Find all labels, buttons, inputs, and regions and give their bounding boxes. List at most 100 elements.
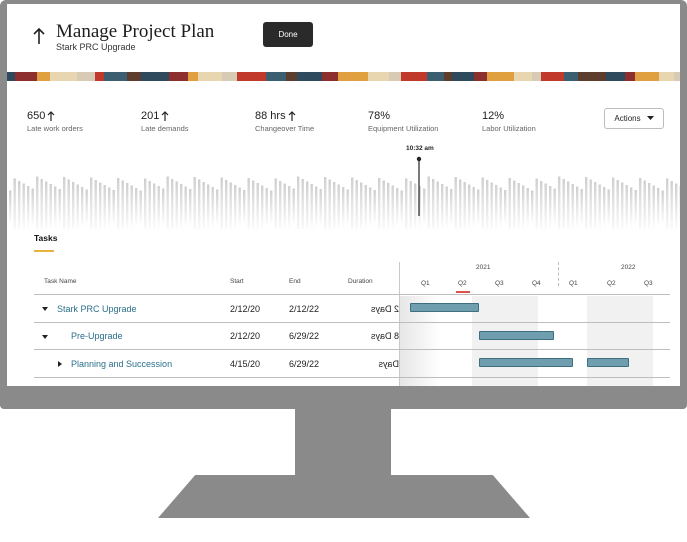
- timeline-bar: [580, 189, 583, 226]
- task-start: 2/12/20: [230, 304, 261, 314]
- timeline-bar: [513, 180, 516, 229]
- caret-down-icon[interactable]: [42, 306, 48, 312]
- quarter-label: Q3: [495, 280, 504, 287]
- actions-dropdown-button[interactable]: Actions: [604, 108, 664, 129]
- banner-stripe: [606, 72, 625, 81]
- timeline-bar: [49, 184, 52, 229]
- quarter-label: Q3: [644, 280, 653, 287]
- caret-down-icon[interactable]: [42, 334, 48, 340]
- timeline-bar: [675, 183, 678, 229]
- banner-stripe: [389, 72, 401, 81]
- metric-label: Changeover Time: [255, 124, 315, 133]
- metric-value: 12%: [482, 110, 505, 122]
- banner-stripe: [198, 72, 222, 81]
- metric-value: 88 hrs: [255, 110, 286, 122]
- timeline-bar: [418, 186, 421, 229]
- column-header-end[interactable]: End: [289, 278, 301, 285]
- done-button[interactable]: Done: [263, 22, 313, 47]
- year-label: 2021: [476, 264, 491, 271]
- timeline-bar: [472, 187, 475, 228]
- timeline-bar: [297, 176, 300, 229]
- metric-late-work-orders[interactable]: 650 Late work orders: [27, 110, 83, 133]
- timeline-bar: [648, 183, 651, 229]
- banner-stripe: [427, 72, 444, 81]
- timeline-bar: [643, 180, 646, 229]
- timeline-bar: [58, 189, 61, 226]
- quarter-label: Q1: [569, 280, 578, 287]
- banner-stripe: [368, 72, 389, 81]
- back-arrow-icon[interactable]: [31, 26, 47, 46]
- timeline-bar: [463, 182, 466, 229]
- timeline-bar: [261, 185, 264, 229]
- metric-late-demands[interactable]: 201 Late demands: [141, 110, 189, 133]
- timeline-bar: [135, 188, 138, 227]
- timeline-bar: [540, 181, 543, 229]
- timeline-bar: [126, 183, 129, 229]
- banner-stripe: [237, 72, 266, 81]
- timeline-bar: [315, 186, 318, 229]
- banner-stripe: [625, 72, 635, 81]
- timeline-bar: [189, 189, 192, 226]
- timeline-bar: [535, 178, 538, 229]
- timeline-bar: [40, 179, 43, 229]
- timeline-bar: [207, 184, 210, 229]
- banner-stripe: [452, 72, 474, 81]
- column-header-task-name[interactable]: Task Name: [44, 278, 77, 285]
- monitor-stand-base: [158, 475, 530, 518]
- banner-stripe: [322, 72, 338, 81]
- timeline-bar: [522, 185, 525, 229]
- caret-right-icon[interactable]: [57, 361, 63, 367]
- timeline-bar: [594, 182, 597, 229]
- timeline-bar: [450, 189, 453, 226]
- caret-down-icon: [646, 116, 654, 120]
- timeline-bar: [414, 183, 417, 229]
- column-header-duration[interactable]: Duration: [348, 278, 373, 285]
- timeline-bar: [180, 184, 183, 229]
- timeline-bar: [342, 187, 345, 228]
- column-header-start[interactable]: Start: [230, 278, 244, 285]
- banner-stripe: [564, 72, 578, 81]
- timeline-bar: [198, 179, 201, 229]
- metric-equipment-utilization[interactable]: 78% Equipment Utilization: [368, 110, 438, 133]
- timeline-bar: [670, 181, 673, 229]
- timeline-bar: [130, 185, 133, 229]
- gantt-bar[interactable]: [479, 331, 554, 340]
- timeline-bar: [162, 188, 165, 227]
- timeline-bar: [211, 187, 214, 228]
- timeline-bar: [558, 176, 561, 229]
- task-name-link[interactable]: Planning and Succession: [71, 359, 173, 369]
- metric-changeover-time[interactable]: 88 hrs Changeover Time: [255, 110, 314, 133]
- timeline-bar: [117, 178, 120, 229]
- task-name-link[interactable]: Stark PRC Upgrade: [57, 304, 137, 314]
- gantt-bar[interactable]: [479, 358, 573, 367]
- timeline-bar: [202, 182, 205, 229]
- timeline-bar: [144, 178, 147, 229]
- banner-stripe: [514, 72, 532, 81]
- timeline-bar: [234, 185, 237, 229]
- activity-timeline[interactable]: [7, 144, 680, 229]
- timeline-bar: [279, 181, 282, 229]
- gantt-bar[interactable]: [587, 358, 629, 367]
- timeline-bar: [103, 185, 106, 229]
- timeline-bar: [621, 182, 624, 229]
- metric-labor-utilization[interactable]: 12% Labor Utilization: [482, 110, 536, 133]
- timeline-bar: [166, 176, 169, 229]
- timeline-bar: [423, 188, 426, 227]
- timeline-bar: [373, 190, 376, 225]
- banner-stripe: [266, 72, 286, 81]
- timeline-bar: [369, 187, 372, 228]
- timeline-bar: [283, 183, 286, 229]
- timeline-bar: [9, 190, 12, 225]
- timeline-bar: [265, 188, 268, 227]
- metric-label: Equipment Utilization: [368, 124, 439, 133]
- banner-stripe: [541, 72, 564, 81]
- timeline-bar: [405, 178, 408, 229]
- timeline-bar: [634, 190, 637, 225]
- gantt-bar[interactable]: [410, 303, 479, 312]
- timeline-bar: [328, 179, 331, 229]
- banner-stripe: [37, 72, 50, 81]
- metric-value: 201: [141, 110, 160, 122]
- timeline-bar: [562, 179, 565, 229]
- task-name-link[interactable]: Pre-Upgrade: [71, 331, 123, 341]
- timeline-bar: [481, 177, 484, 229]
